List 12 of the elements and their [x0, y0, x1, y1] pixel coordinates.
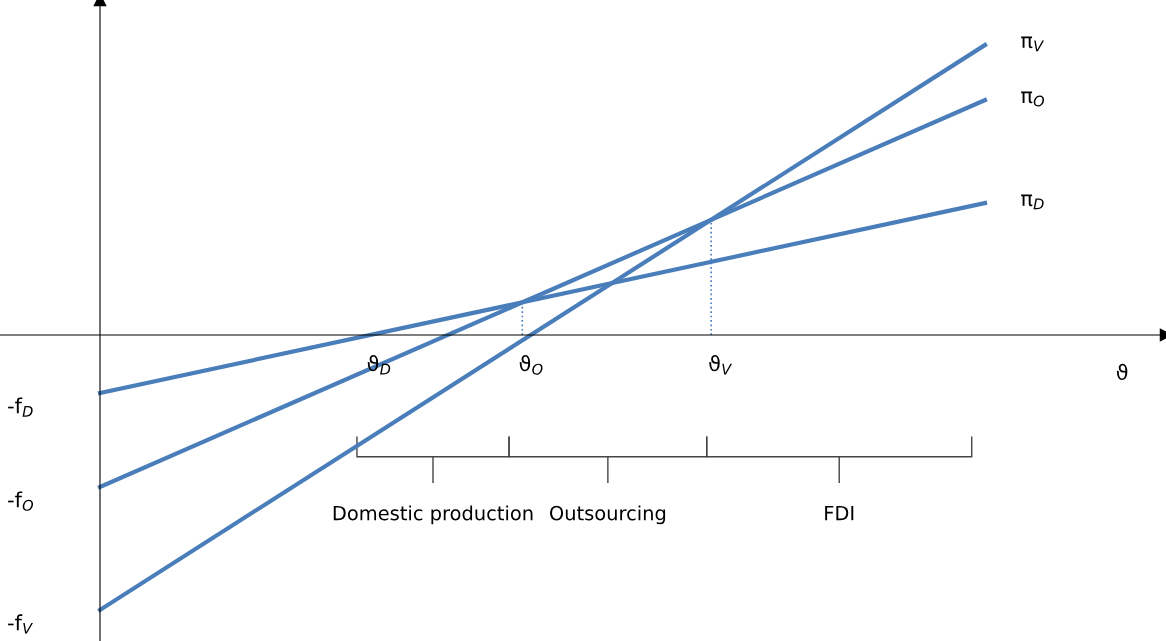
text: -f$_{V}$ [8, 614, 33, 634]
series-label: π$_{V}$ [1021, 36, 1044, 52]
annotation: Domestic production [333, 505, 533, 525]
annotation: FDI [825, 505, 854, 521]
annotation: Outsourcing [550, 505, 666, 525]
annotation: ϑ$_{O}$ [519, 355, 543, 375]
annotation: -f$_{D}$ [8, 397, 33, 417]
annotation: ϑ [1116, 363, 1128, 381]
annotation: ϑ$_{V}$ [709, 355, 733, 375]
annotation: -f$_{O}$ [8, 491, 34, 511]
series-label: π$_{O}$ [1021, 91, 1045, 107]
series-label: π$_{D}$ [1021, 194, 1044, 210]
